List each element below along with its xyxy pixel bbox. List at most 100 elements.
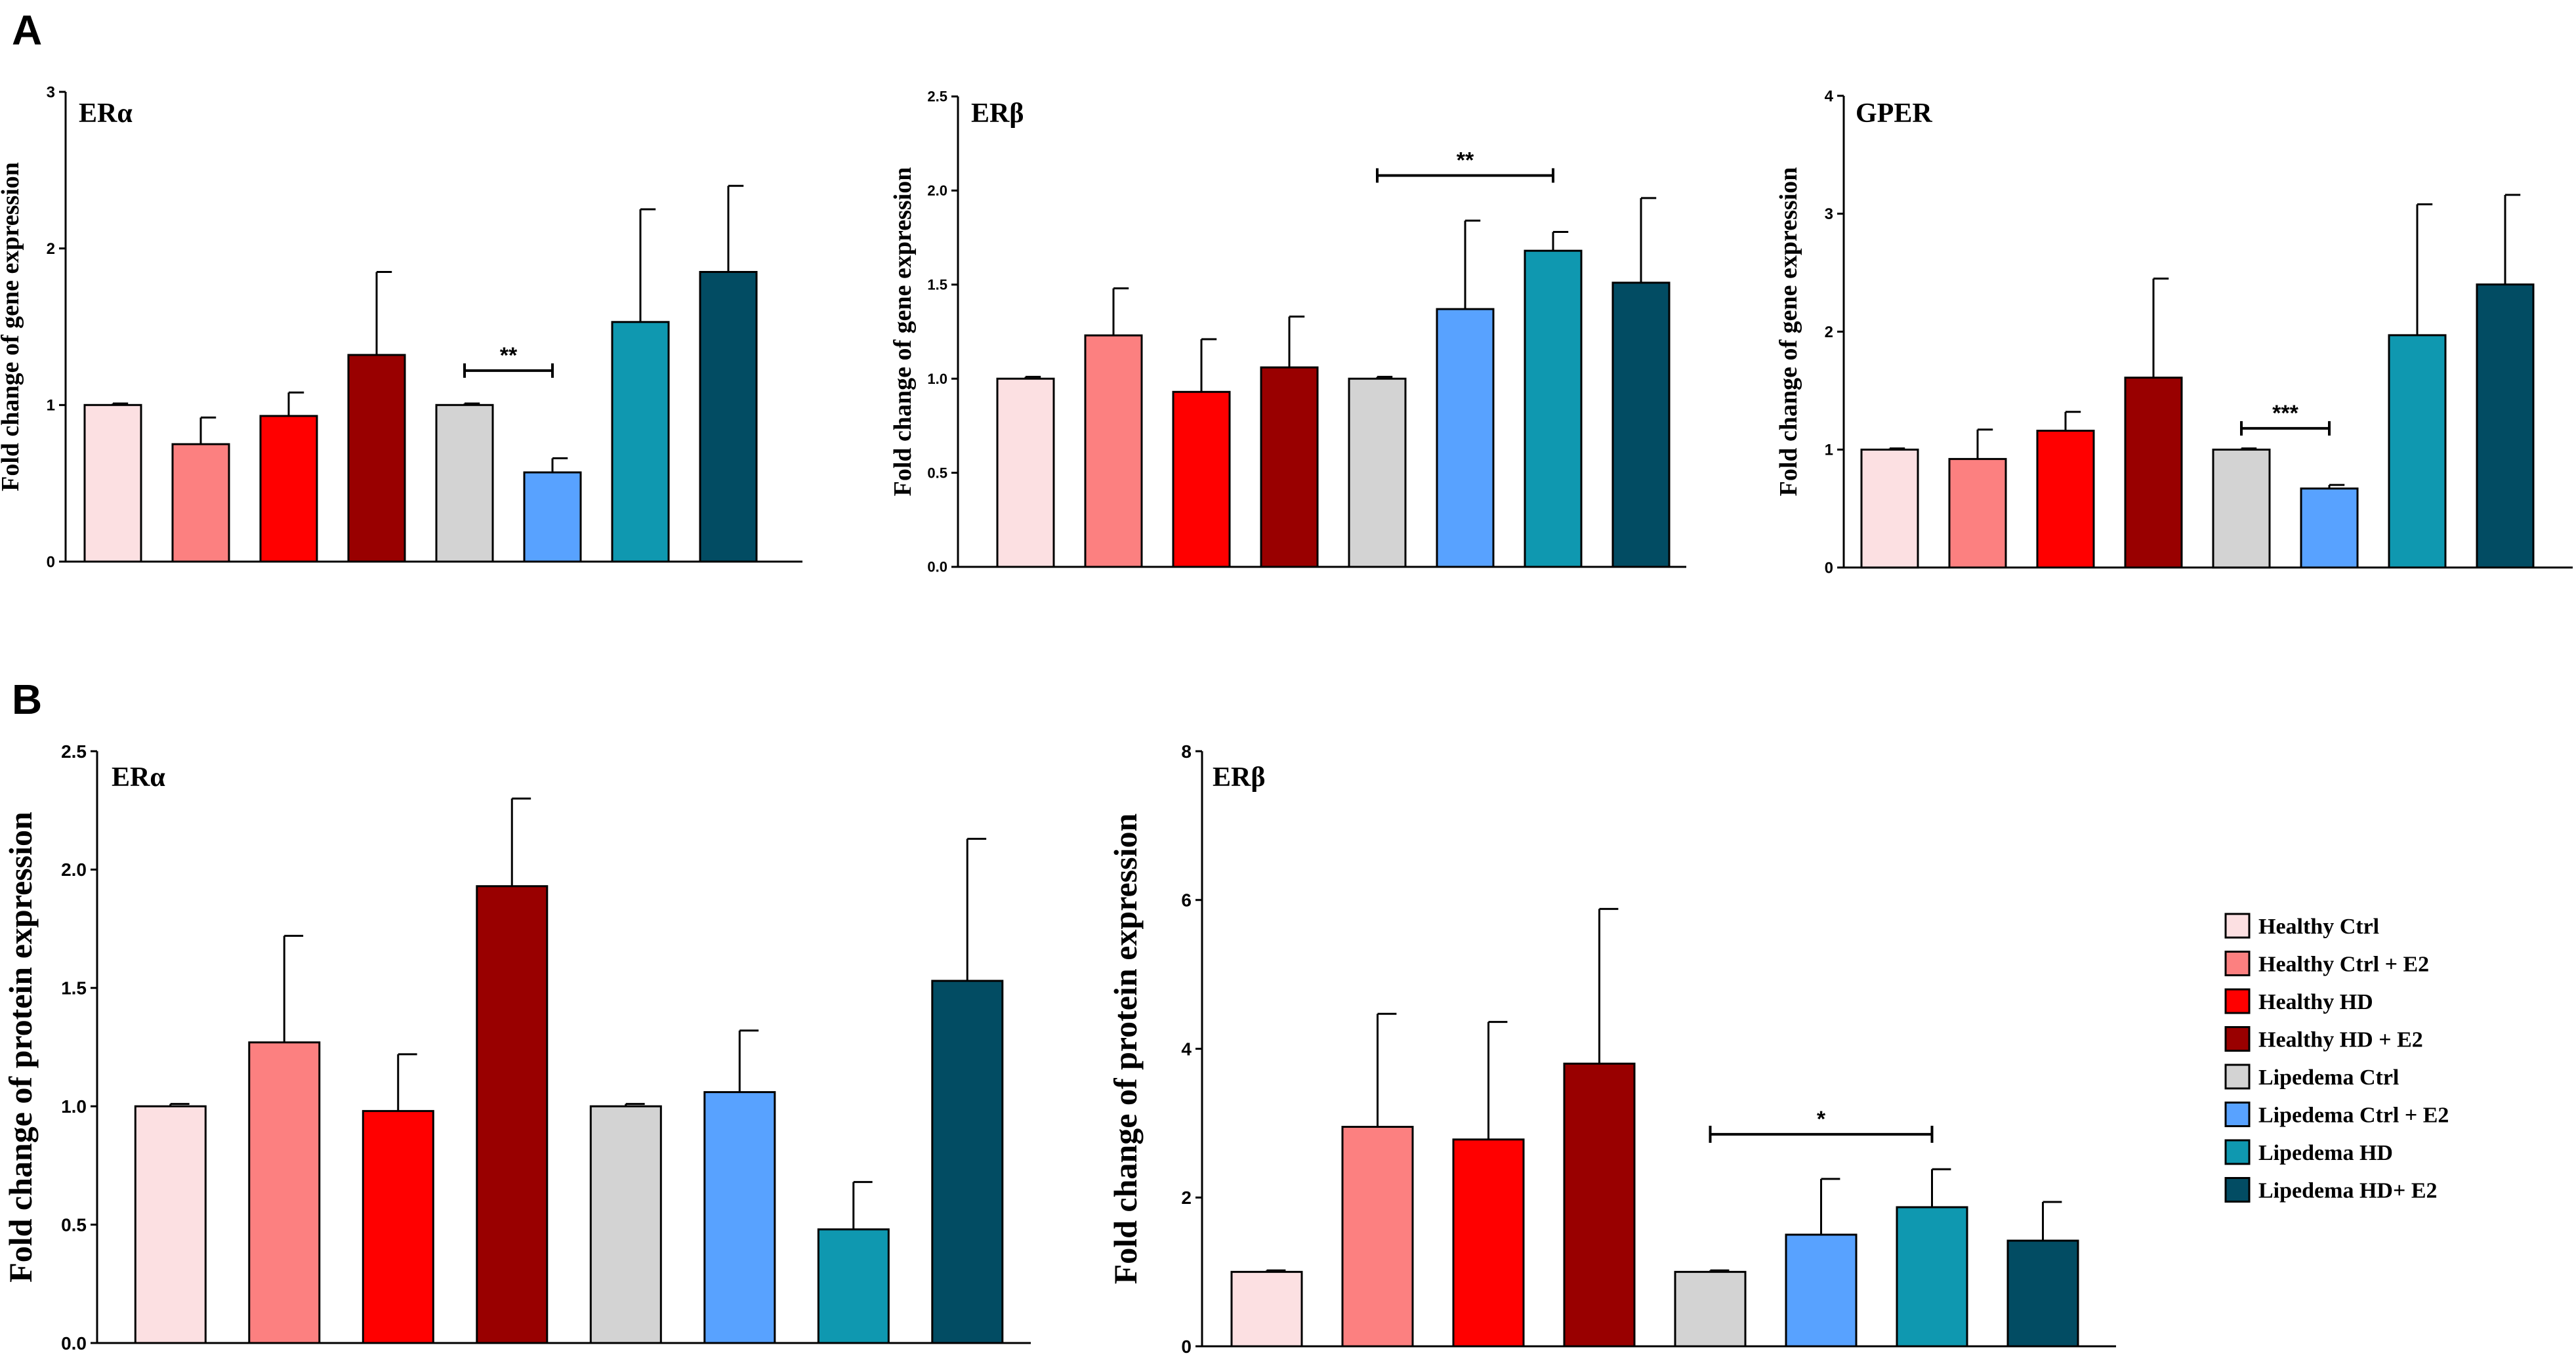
significance-label: ***	[2272, 401, 2298, 426]
chart-1: 0 1 2 3 ERα Fold change of gene expression **	[0, 83, 802, 571]
bar-1	[1230, 1271, 1303, 1348]
chart-4: 0.0 0.5 1.0 1.5 2.0 2.5 ERα Fold change of prot…	[2, 741, 1031, 1354]
y-tick-label: 2.0	[61, 859, 87, 880]
bar-6	[523, 471, 582, 563]
y-tick-label: 1.0	[927, 371, 947, 387]
bar-5	[589, 1105, 662, 1344]
legend-swatch-7	[2224, 1139, 2251, 1165]
y-tick-label: 6	[1181, 890, 1192, 911]
bar-7	[611, 321, 670, 563]
bar-1	[134, 1105, 207, 1344]
panel-letter-a: A	[12, 7, 42, 54]
chart-5: 0 2 4 6 8 ERβ Fold change of protein expressio…	[1107, 741, 2116, 1357]
legend-label-4: Healthy HD + E2	[2258, 1028, 2423, 1052]
y-tick-label: 8	[1181, 741, 1192, 762]
significance-label: **	[500, 343, 518, 368]
legend-swatch-6	[2224, 1102, 2251, 1127]
y-axis-label: Fold change of protein expression	[2, 812, 39, 1283]
bar-8	[931, 980, 1004, 1344]
chart-2: 0.0 0.5 1.0 1.5 2.0 2.5 ERβ Fold change of gene…	[889, 89, 1686, 575]
bar-1	[83, 403, 142, 563]
y-axis-label: Fold change of protein expression	[1107, 814, 1144, 1285]
bar-5	[1674, 1271, 1747, 1348]
legend-swatch-2	[2224, 951, 2251, 976]
y-tick-label: 4	[1181, 1039, 1192, 1059]
legend-swatch-4	[2224, 1026, 2251, 1052]
chart-title: ERα	[79, 98, 133, 129]
bar-8	[699, 271, 758, 563]
bar-4	[2124, 377, 2183, 569]
chart-3: 0 1 2 3 4 GPER Fold change of gene expression *…	[1775, 87, 2573, 577]
bar-5	[435, 403, 494, 563]
legend-label-7: Lipedema HD	[2258, 1141, 2393, 1165]
y-tick-label: 2.5	[927, 89, 947, 105]
bar-6	[2300, 487, 2359, 569]
bar-3	[1172, 390, 1231, 568]
bar-1	[1860, 448, 1919, 569]
y-tick-label: 2	[1181, 1188, 1192, 1208]
bar-6	[703, 1091, 776, 1344]
significance-label: *	[1817, 1107, 1826, 1132]
y-tick-label: 1.5	[927, 277, 947, 293]
bar-4	[347, 354, 406, 563]
y-tick-label: 0.5	[927, 465, 947, 481]
bar-3	[362, 1109, 434, 1344]
y-tick-label: 0	[1181, 1336, 1192, 1357]
y-tick-label: 0.0	[61, 1333, 87, 1354]
legend-label-1: Healthy Ctrl	[2258, 915, 2379, 939]
legend-swatch-1	[2224, 913, 2251, 939]
y-tick-label: 2.0	[927, 182, 947, 199]
legend: Healthy Ctrl Healthy Ctrl + E2 Healthy HD H…	[2224, 913, 2449, 1203]
bar-3	[2036, 430, 2095, 569]
chart-title: ERβ	[1213, 762, 1265, 793]
bar-4	[1260, 366, 1319, 568]
bar-5	[2212, 448, 2271, 569]
legend-label-3: Healthy HD	[2258, 990, 2373, 1014]
y-tick-label: 1.5	[61, 978, 87, 999]
bar-8	[2476, 283, 2535, 569]
y-tick-label: 3	[1825, 205, 1833, 223]
legend-label-2: Healthy Ctrl + E2	[2258, 953, 2429, 977]
bar-7	[2388, 334, 2447, 569]
y-tick-label: 0.5	[61, 1214, 87, 1235]
y-tick-label: 1.0	[61, 1096, 87, 1117]
y-tick-label: 1	[47, 397, 55, 415]
y-tick-label: 0	[47, 553, 55, 571]
y-tick-label: 4	[1825, 87, 1834, 105]
y-tick-label: 3	[47, 83, 55, 101]
bar-7	[1896, 1206, 1968, 1348]
bar-6	[1785, 1233, 1858, 1348]
legend-swatch-8	[2224, 1177, 2251, 1203]
bar-8	[1611, 281, 1671, 568]
y-tick-label: 2	[47, 240, 55, 258]
legend-label-8: Lipedema HD+ E2	[2258, 1179, 2438, 1203]
bar-2	[1084, 334, 1143, 568]
y-axis-label: Fold change of gene expression	[889, 167, 917, 497]
bar-5	[1348, 377, 1407, 568]
y-tick-label: 1	[1825, 442, 1833, 459]
bar-2	[248, 1041, 321, 1344]
bar-7	[1524, 249, 1583, 568]
y-axis-label: Fold change of gene expression	[0, 162, 24, 491]
legend-label-6: Lipedema Ctrl + E2	[2258, 1104, 2449, 1128]
y-tick-label: 2.5	[61, 741, 87, 762]
y-tick-label: 0	[1825, 559, 1833, 577]
legend-swatch-3	[2224, 988, 2251, 1014]
bar-2	[1341, 1126, 1414, 1348]
legend-swatch-5	[2224, 1064, 2251, 1090]
bar-1	[996, 377, 1055, 568]
y-tick-label: 0.0	[927, 559, 947, 575]
bar-8	[2006, 1239, 2079, 1348]
bar-2	[1948, 458, 2007, 569]
chart-title: ERα	[112, 762, 165, 793]
panel-letter-b: B	[12, 676, 42, 723]
chart-title: GPER	[1856, 98, 1932, 129]
y-tick-label: 2	[1825, 323, 1833, 341]
bar-7	[817, 1228, 890, 1344]
chart-title: ERβ	[971, 98, 1024, 129]
legend-label-5: Lipedema Ctrl	[2258, 1065, 2399, 1090]
y-axis-label: Fold change of gene expression	[1775, 167, 1802, 497]
bar-3	[259, 415, 318, 563]
